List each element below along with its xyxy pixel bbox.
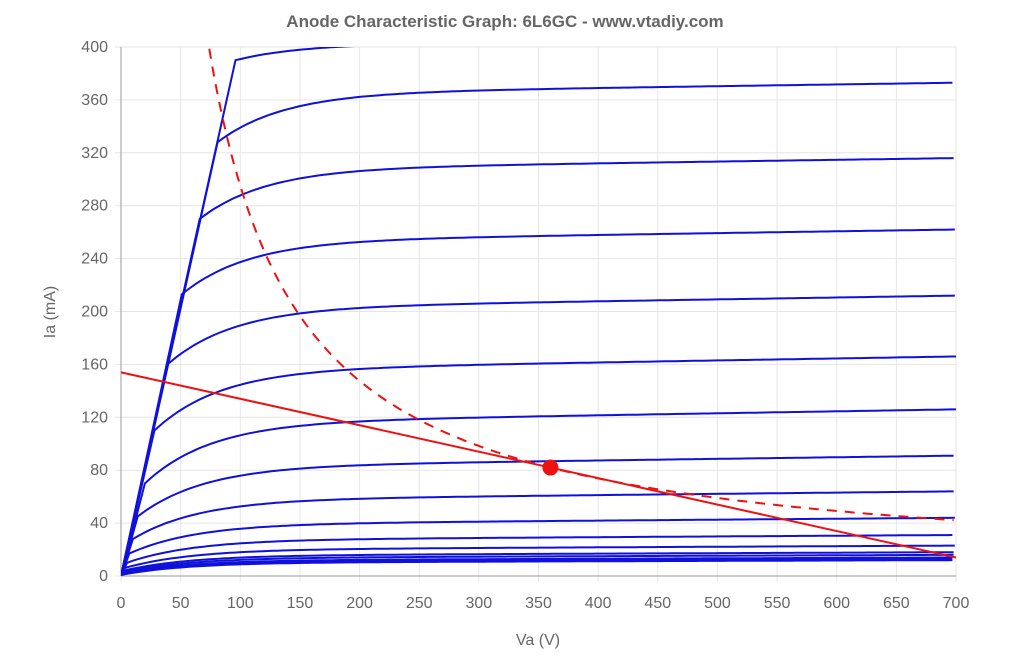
- plate-curve: [121, 408, 956, 576]
- x-tick-label: 250: [406, 595, 433, 612]
- plate-curve: [121, 544, 955, 576]
- axes: 0 50 100 150 200 250 300 350 400 450 500 550 600 650 7…: [81, 39, 969, 612]
- y-tick-label: 360: [81, 92, 108, 109]
- plate-curve: [121, 559, 953, 576]
- plate-curves: [121, 47, 956, 576]
- y-tick-label: 320: [81, 145, 108, 162]
- x-tick-label: 650: [883, 595, 910, 612]
- y-tick-label: 40: [90, 515, 108, 532]
- chart-title: Anode Characteristic Graph: 6L6GC - www.…: [286, 12, 723, 31]
- x-tick-label: 200: [346, 595, 373, 612]
- max-dissipation-curve: [208, 48, 954, 522]
- y-tick-label: 400: [81, 39, 108, 56]
- operating-point: [542, 459, 559, 476]
- y-tick-label: 280: [81, 198, 108, 215]
- plate-curve: [121, 157, 954, 576]
- y-tick-label: 120: [81, 409, 108, 426]
- x-axis-label: Va (V): [516, 632, 560, 649]
- plate-curve: [121, 534, 953, 576]
- plate-curve: [121, 355, 956, 576]
- plate-curve: [121, 553, 954, 576]
- y-axis-label: Ia (mA): [42, 286, 59, 338]
- x-tick-label: 350: [525, 595, 552, 612]
- plate-curve: [121, 81, 953, 576]
- x-tick-label: 600: [823, 595, 850, 612]
- load-line: [121, 371, 956, 559]
- x-tick-label: 100: [227, 595, 254, 612]
- y-tick-label: 200: [81, 304, 108, 321]
- x-tick-label: 150: [287, 595, 314, 612]
- x-tick-label: 550: [764, 595, 791, 612]
- plate-curve: [121, 551, 954, 576]
- x-tick-label: 450: [644, 595, 671, 612]
- x-tick-label: 400: [585, 595, 612, 612]
- x-tick-label: 50: [172, 595, 190, 612]
- y-tick-label: 160: [81, 356, 108, 373]
- plate-curve: [121, 490, 954, 576]
- load-overlay: [121, 48, 956, 559]
- x-tick-label: 0: [117, 595, 126, 612]
- x-tick-label: 500: [704, 595, 731, 612]
- plate-curve: [121, 294, 955, 576]
- plate-curve: [121, 228, 955, 576]
- x-tick-label: 300: [466, 595, 493, 612]
- x-tick-label: 700: [943, 595, 970, 612]
- y-tick-label: 0: [99, 568, 108, 585]
- plate-curve: [121, 516, 955, 576]
- y-tick-label: 240: [81, 251, 108, 268]
- plate-curve: [121, 454, 954, 576]
- y-tick-label: 80: [90, 462, 108, 479]
- plate-curve: [121, 556, 953, 576]
